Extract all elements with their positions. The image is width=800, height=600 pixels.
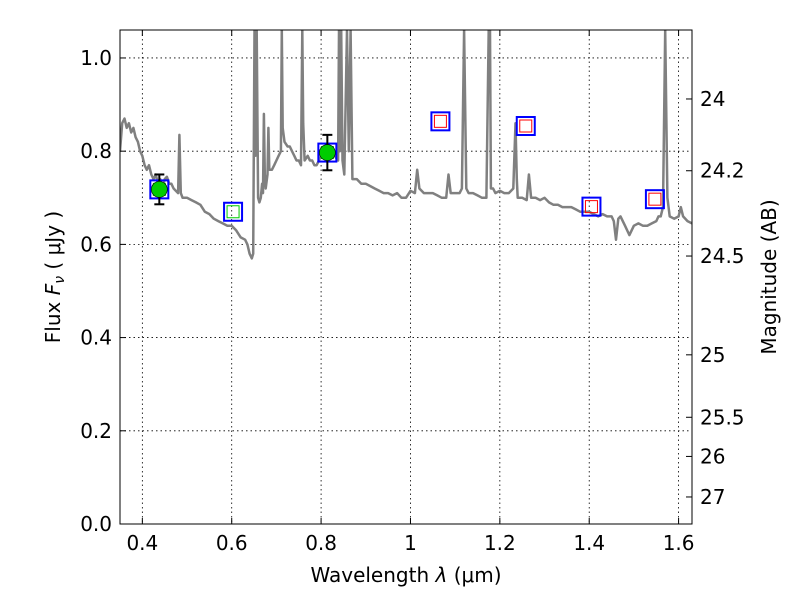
y2-tick-label: 24.2 <box>700 159 745 183</box>
photometry-square-outer <box>644 189 665 210</box>
photometry-square-outer <box>223 201 244 222</box>
y2-tick-label: 25.5 <box>700 405 745 429</box>
spectrum-line <box>120 30 692 260</box>
x-tick-label: 1.4 <box>573 531 605 555</box>
photometry-square-outer <box>430 111 451 132</box>
y-axis-label: Flux Fν ( μJy ) <box>41 211 68 343</box>
x-tick-label: 0.8 <box>305 531 337 555</box>
y2-tick-label: 24 <box>700 87 725 111</box>
measured-flux-point <box>319 144 336 161</box>
plot-frame <box>119 29 693 525</box>
y2-tick-label: 27 <box>700 485 725 509</box>
y-tick-label: 0.6 <box>80 232 112 256</box>
photometry-square-inner <box>584 200 598 214</box>
x-tick-label: 1.6 <box>663 531 695 555</box>
y-tick-label: 1.0 <box>80 46 112 70</box>
measured-flux-point <box>151 181 168 198</box>
y2-tick-label: 24.5 <box>700 244 745 268</box>
photometry-square-inner <box>433 114 447 128</box>
y2-tick-label: 25 <box>700 343 725 367</box>
photometry-square-outer <box>581 196 602 217</box>
y-tick-label: 0.4 <box>80 326 112 350</box>
photometry-square-inner <box>519 119 533 133</box>
x-tick-label: 0.6 <box>216 531 248 555</box>
y-tick-label: 0.8 <box>80 139 112 163</box>
photometry-square-inner <box>648 192 662 206</box>
y2-axis-label: Magnitude (AB) <box>757 199 781 354</box>
y2-tick-label: 26 <box>700 444 725 468</box>
data-layer <box>120 30 692 260</box>
x-axis-label: Wavelength λ (μm) <box>310 563 501 587</box>
x-tick-label: 1 <box>404 531 417 555</box>
y-tick-label: 0.2 <box>80 419 112 443</box>
photometry-square-inner <box>226 205 240 219</box>
y-tick-label: 0.0 <box>80 512 112 536</box>
x-tick-label: 1.2 <box>484 531 516 555</box>
photometry-square-outer <box>515 116 536 137</box>
axes: 0.4 0.6 0.8 1 1.2 1.4 1.6 0.0 0.2 0.4 0.6 0.8 1.0 24 2… <box>80 30 745 555</box>
x-tick-label: 0.4 <box>126 531 158 555</box>
